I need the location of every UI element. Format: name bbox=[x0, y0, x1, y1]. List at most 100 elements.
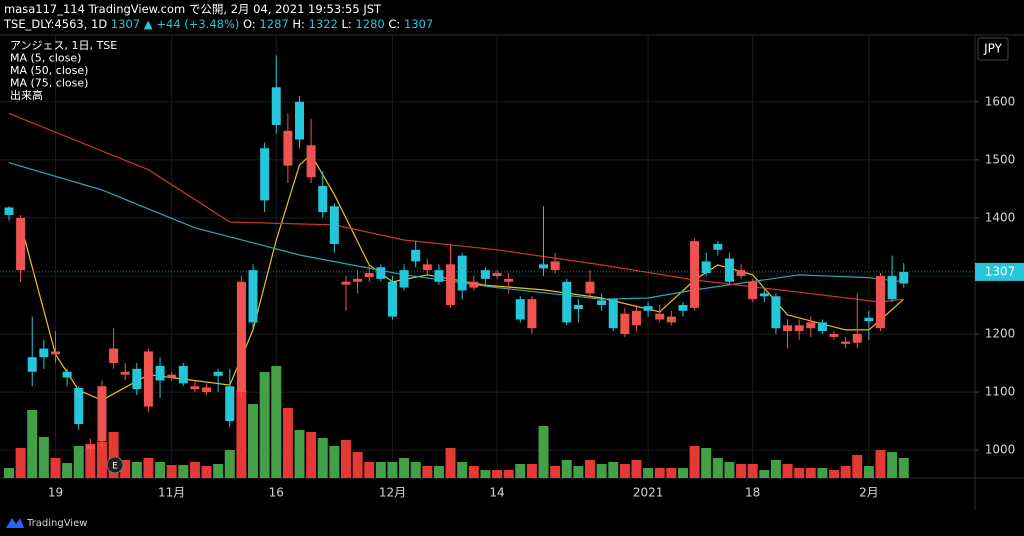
candle-body bbox=[422, 264, 432, 271]
volume-bar bbox=[282, 408, 293, 478]
volume-bar bbox=[50, 458, 61, 478]
volume-bar bbox=[701, 448, 712, 478]
y-tick-label: 1600 bbox=[985, 94, 1016, 108]
volume-bar bbox=[248, 404, 259, 478]
volume-bar bbox=[805, 468, 816, 478]
candle-body bbox=[283, 130, 293, 166]
volume-bar bbox=[747, 464, 758, 478]
x-tick-label: 2月 bbox=[859, 486, 879, 500]
candle-body bbox=[550, 261, 560, 271]
candle-body bbox=[16, 217, 26, 271]
volume-bar bbox=[294, 430, 305, 478]
legend-entry: MA (75, close) bbox=[10, 77, 88, 90]
x-tick-label: 11月 bbox=[158, 486, 185, 500]
volume-bar bbox=[259, 372, 270, 478]
candle-body bbox=[248, 270, 258, 323]
volume-bar bbox=[387, 462, 398, 478]
earnings-marker[interactable] bbox=[106, 456, 124, 474]
ohlc: O: 1287 H: 1322 L: 1280 C: 1307 bbox=[243, 17, 433, 31]
volume-bar bbox=[201, 466, 212, 478]
volume-bar bbox=[445, 448, 456, 478]
symbol: TSE_DLY:4563, 1D bbox=[4, 17, 108, 31]
candle-body bbox=[411, 249, 421, 262]
symbol-line: TSE_DLY:4563, 1D 1307 ▲ +44 (+3.48%) O: … bbox=[4, 17, 433, 32]
candle-body bbox=[155, 365, 165, 381]
ohlc-value: 1322 bbox=[308, 17, 338, 31]
volume-bar bbox=[724, 462, 735, 478]
candle-body bbox=[701, 261, 711, 274]
candle-body bbox=[817, 322, 827, 332]
volume-bar bbox=[585, 460, 595, 478]
volume-bar bbox=[712, 458, 723, 478]
volume-bar bbox=[666, 468, 677, 478]
volume-bar bbox=[573, 466, 584, 478]
volume-bar bbox=[399, 458, 410, 478]
candle-body bbox=[225, 386, 235, 422]
candle-body bbox=[132, 368, 142, 390]
x-tick-label: 19 bbox=[48, 486, 63, 500]
tradingview-logo: TradingView bbox=[6, 518, 87, 529]
volume-bar bbox=[73, 446, 84, 478]
candle-body bbox=[690, 241, 700, 308]
header: masa117_114 TradingView.com で公開, 2月 04, … bbox=[4, 2, 433, 32]
volume-bar bbox=[375, 462, 386, 478]
candle-body bbox=[190, 386, 200, 390]
grid bbox=[0, 35, 975, 478]
candle-body bbox=[748, 281, 758, 300]
volume-bar bbox=[503, 470, 514, 478]
candle-body bbox=[794, 325, 804, 332]
legend-entry: 出来高 bbox=[10, 88, 43, 102]
candle-body bbox=[806, 322, 816, 329]
candle-body bbox=[74, 388, 84, 425]
candle-body bbox=[597, 300, 607, 305]
candle-body bbox=[759, 293, 769, 297]
last-price-tag bbox=[975, 262, 1024, 281]
currency-button[interactable] bbox=[977, 37, 1009, 61]
candle-body bbox=[39, 348, 49, 358]
volume-bar bbox=[62, 463, 73, 478]
volume-bar bbox=[236, 390, 247, 478]
volume-bar bbox=[759, 470, 770, 478]
candle-body bbox=[295, 101, 304, 140]
candle-body bbox=[202, 387, 212, 393]
volume-bar bbox=[736, 464, 747, 478]
volume-bar bbox=[271, 366, 282, 478]
candle-body bbox=[771, 296, 781, 329]
arrow: ▲ bbox=[143, 17, 153, 31]
y-tick-label: 1200 bbox=[985, 327, 1016, 341]
ohlc-value: 1307 bbox=[403, 17, 434, 31]
candle-body bbox=[852, 334, 862, 343]
volume-bar bbox=[782, 464, 793, 478]
candle-body bbox=[143, 351, 153, 407]
candle-body bbox=[62, 371, 72, 378]
earnings-label: E bbox=[112, 462, 118, 472]
candle-body bbox=[539, 264, 549, 269]
volume-bar bbox=[352, 452, 363, 478]
candle-body bbox=[631, 310, 641, 326]
volume-bar bbox=[887, 452, 898, 478]
ohlc-value: 1280 bbox=[355, 17, 385, 31]
candle-body bbox=[318, 185, 328, 213]
volume-bar bbox=[538, 426, 549, 478]
candle-body bbox=[585, 281, 595, 294]
x-tick-label: 12月 bbox=[379, 486, 406, 500]
candle-body bbox=[329, 206, 339, 245]
candle-body bbox=[724, 258, 734, 282]
candle-body bbox=[562, 281, 572, 323]
candle-body bbox=[236, 281, 246, 393]
candle-body bbox=[480, 270, 490, 279]
volume-bar bbox=[596, 464, 607, 478]
candle-body bbox=[353, 278, 363, 282]
candle-body bbox=[841, 341, 851, 344]
volume-bar bbox=[677, 468, 688, 478]
candle-body bbox=[864, 317, 874, 322]
logo-icon bbox=[6, 518, 24, 528]
candles bbox=[4, 55, 909, 456]
candle-body bbox=[341, 281, 351, 285]
volume-bar bbox=[189, 462, 200, 478]
publisher: masa117_114 TradingView.com で公開, 2月 04, … bbox=[4, 2, 382, 16]
ohlc-label: O: bbox=[243, 17, 256, 31]
candle-body bbox=[85, 445, 95, 449]
